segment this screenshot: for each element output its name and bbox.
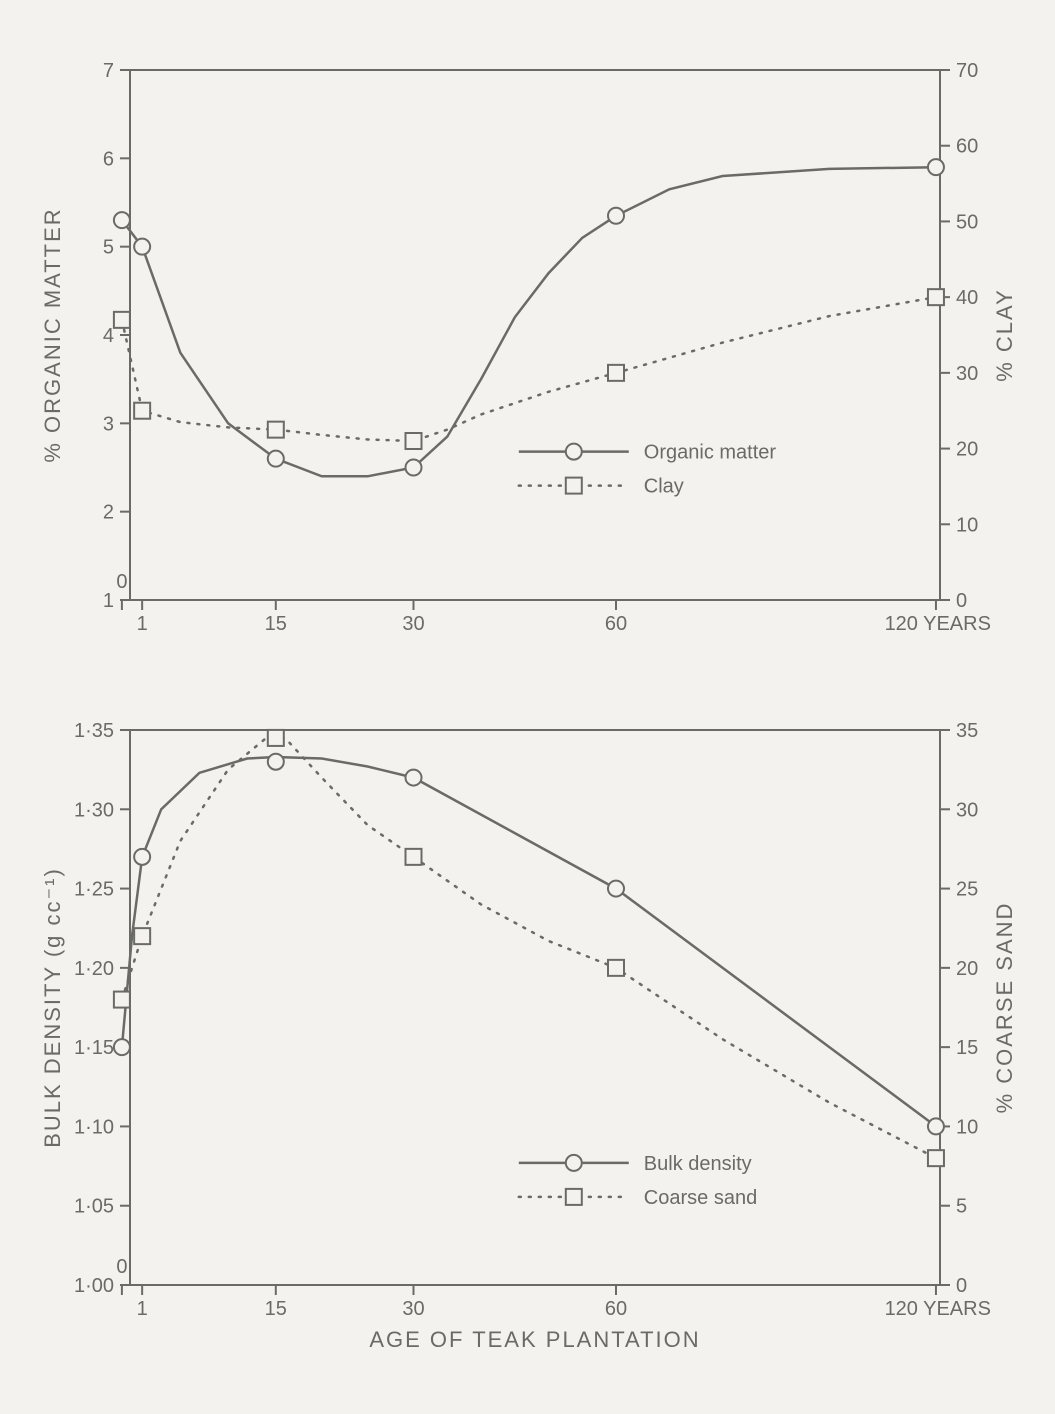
y-left-tick-label: 1·05 [74,1196,114,1218]
series-coarse-sand [122,738,936,1158]
y-left-tick-label: 7 [103,60,114,82]
y-left-tick-label: 1·35 [74,720,114,742]
legend-marker-square [566,1189,582,1205]
y-right-tick-label: 30 [956,799,978,821]
marker-circle [406,770,422,786]
x-tick-label: 60 [605,613,627,635]
marker-square [406,433,422,449]
y-left-tick-label: 5 [103,237,114,259]
marker-circle [928,159,944,175]
y-left-tick-label: 1·20 [74,958,114,980]
y-left-tick-label: 1·30 [74,799,114,821]
marker-square [268,730,284,746]
y-right-tick-label: 50 [956,211,978,233]
marker-square [928,1150,944,1166]
x-tick-label: 120 YEARS [885,1298,991,1320]
y-left-tick-label: 1·25 [74,879,114,901]
y-left-tick-label: 1·10 [74,1116,114,1138]
legend-label: Organic matter [644,442,777,464]
y-right-tick-label: 15 [956,1037,978,1059]
y-left-tick-label: 2 [103,502,114,524]
marker-circle [114,212,130,228]
legend-marker-square [566,478,582,494]
marker-circle [608,881,624,897]
legend-marker-circle [566,444,582,460]
x-zero-label: 0 [116,571,127,593]
plot-frame [130,70,940,600]
x-tick-label: 30 [402,613,424,635]
x-zero-label: 0 [116,1256,127,1278]
marker-circle [608,208,624,224]
legend-label: Clay [644,476,684,498]
marker-square [928,289,944,305]
series-bulk-density [122,757,936,1126]
figure: 12345670102030405060701153060120 YEARS0%… [0,0,1055,1414]
y-right-tick-label: 20 [956,439,978,461]
y-right-tick-label: 70 [956,60,978,82]
marker-circle [268,754,284,770]
marker-circle [134,849,150,865]
y-right-tick-label: 40 [956,287,978,309]
marker-square [114,992,130,1008]
y-right-tick-label: 35 [956,720,978,742]
y-right-tick-label: 0 [956,590,967,612]
marker-square [268,422,284,438]
series-organic-matter [122,167,936,476]
y-right-tick-label: 30 [956,363,978,385]
x-tick-label: 1 [137,613,148,635]
marker-square [608,960,624,976]
plot-frame [130,730,940,1285]
series-clay [122,297,936,441]
marker-square [134,928,150,944]
x-tick-label: 60 [605,1298,627,1320]
y-left-tick-label: 1·00 [74,1275,114,1297]
y-right-tick-label: 60 [956,136,978,158]
y-right-tick-label: 5 [956,1196,967,1218]
y-right-tick-label: 25 [956,879,978,901]
y-left-tick-label: 1·15 [74,1037,114,1059]
legend-marker-circle [566,1155,582,1171]
x-tick-label: 30 [402,1298,424,1320]
y-right-title: % COARSE SAND [992,902,1017,1114]
marker-circle [268,451,284,467]
x-tick-label: 1 [137,1298,148,1320]
x-tick-label: 15 [265,1298,287,1320]
x-axis-title: AGE OF TEAK PLANTATION [369,1327,700,1352]
marker-circle [114,1039,130,1055]
y-right-title: % CLAY [992,288,1017,382]
marker-circle [928,1118,944,1134]
legend-label: Coarse sand [644,1187,757,1209]
marker-square [406,849,422,865]
x-tick-label: 120 YEARS [885,613,991,635]
x-tick-label: 15 [265,613,287,635]
legend-label: Bulk density [644,1153,752,1175]
y-left-tick-label: 1 [103,590,114,612]
y-left-title: BULK DENSITY (g cc⁻¹) [40,867,65,1148]
y-left-tick-label: 6 [103,148,114,170]
marker-square [608,365,624,381]
y-left-tick-label: 4 [103,325,114,347]
marker-square [114,312,130,328]
y-right-tick-label: 10 [956,1116,978,1138]
y-left-tick-label: 3 [103,413,114,435]
marker-square [134,403,150,419]
y-right-tick-label: 0 [956,1275,967,1297]
y-right-tick-label: 20 [956,958,978,980]
y-left-title: % ORGANIC MATTER [40,207,65,462]
marker-circle [406,460,422,476]
y-right-tick-label: 10 [956,514,978,536]
marker-circle [134,239,150,255]
